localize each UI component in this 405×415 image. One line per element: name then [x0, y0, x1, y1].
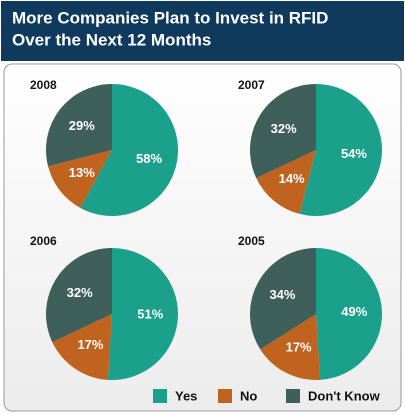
header	[1, 1, 404, 61]
title-line: Over the Next 12 Months	[12, 30, 211, 49]
pie-slice	[250, 248, 316, 350]
slice-label: 14%	[279, 171, 305, 186]
legend-swatch	[153, 389, 167, 403]
slice-label: 32%	[67, 285, 93, 300]
slice-label: 58%	[136, 151, 162, 166]
slice-label: 34%	[269, 287, 295, 302]
legend-label: No	[240, 388, 257, 403]
slice-label: 17%	[286, 340, 312, 355]
legend-swatch	[286, 389, 300, 403]
pie-slice	[45, 248, 112, 343]
slice-label: 13%	[69, 165, 95, 180]
pie-slice	[45, 84, 112, 167]
pie-title: 2007	[238, 78, 265, 92]
pie-slice	[107, 248, 179, 381]
legend-label: Don't Know	[308, 388, 381, 403]
legend-label: Yes	[175, 388, 197, 403]
pie-title: 2005	[238, 234, 265, 248]
pie-slice	[52, 314, 112, 380]
pie-slice	[260, 314, 321, 380]
pie-slice	[80, 84, 178, 216]
slice-label: 29%	[69, 118, 95, 133]
pie-title: 2008	[30, 78, 57, 92]
pie-slice	[48, 150, 112, 208]
pie-slice	[256, 150, 316, 214]
slice-label: 17%	[77, 337, 103, 352]
slice-label: 54%	[341, 146, 367, 161]
legend-swatch	[218, 389, 232, 403]
slice-label: 51%	[137, 307, 163, 322]
pie-slice	[316, 248, 382, 380]
slice-label: 32%	[271, 121, 297, 136]
pie-title: 2006	[30, 234, 57, 248]
pie-slice	[299, 83, 383, 217]
slice-label: 49%	[341, 304, 367, 319]
title-line: More Companies Plan to Invest in RFID	[12, 8, 328, 27]
pie-slice	[249, 84, 316, 179]
